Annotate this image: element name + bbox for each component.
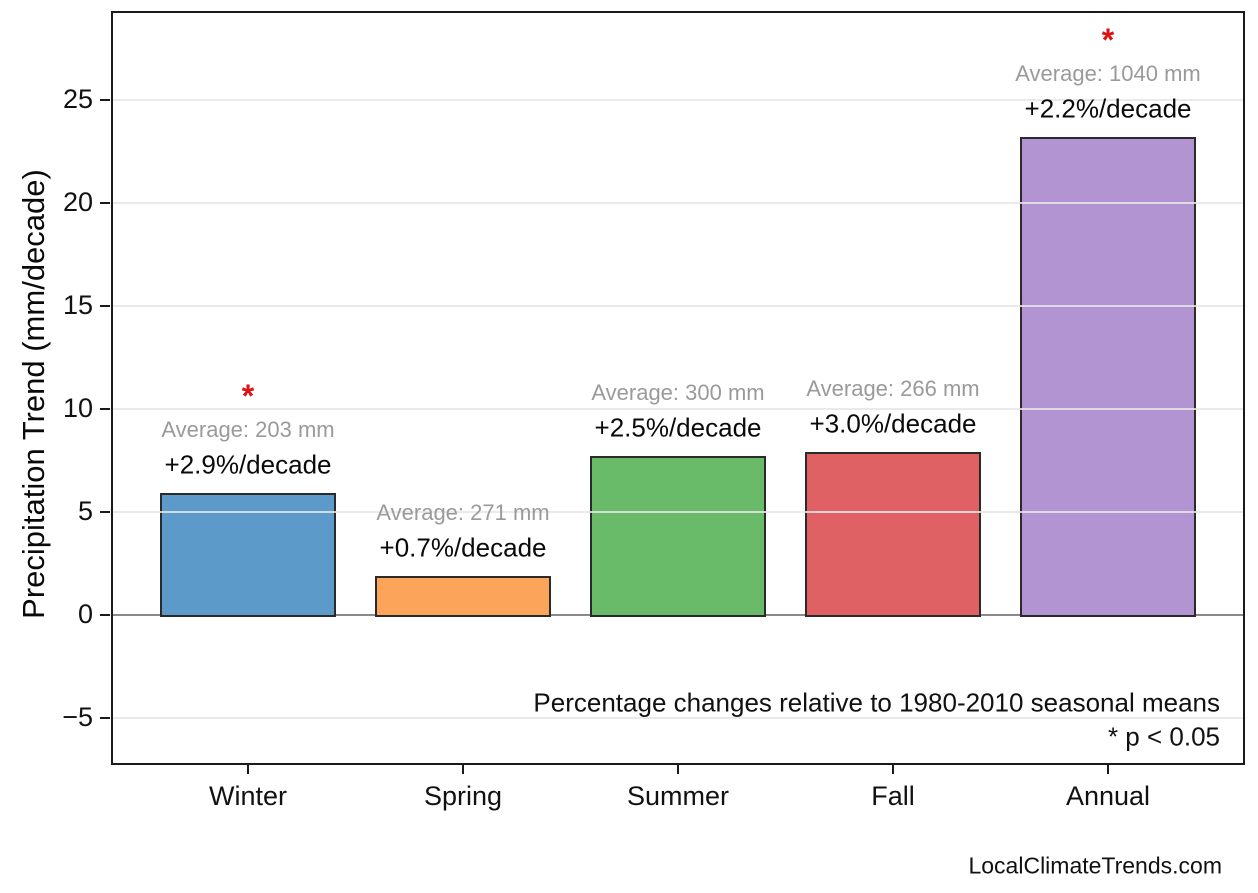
percentage-note: Percentage changes relative to 1980-2010… (533, 687, 1220, 718)
bar-trend-label: +2.9%/decade (164, 449, 332, 480)
gridline (113, 304, 1243, 307)
bar-average-label: Average: 1040 mm (1015, 60, 1201, 86)
gridline (113, 201, 1243, 204)
pvalue-note: * p < 0.05 (1107, 721, 1220, 752)
y-tick-label: 5 (77, 495, 93, 526)
y-tick-mark (100, 407, 110, 410)
x-tick-mark (462, 765, 464, 774)
x-tick-label-spring: Spring (423, 781, 503, 811)
x-tick-mark (892, 765, 894, 774)
gridline (113, 98, 1243, 101)
gridline (113, 716, 1243, 719)
y-tick-mark (100, 98, 110, 101)
bar-average-label: Average: 271 mm (376, 499, 550, 525)
y-tick-mark (100, 304, 110, 307)
y-tick-label: 10 (62, 392, 93, 423)
bar-trend-label: +2.2%/decade (1024, 93, 1192, 124)
x-tick-mark (1107, 765, 1109, 774)
bar-fall (805, 451, 981, 617)
x-tick-label-annual: Annual (1065, 781, 1151, 811)
bar-trend-label: +2.5%/decade (594, 412, 762, 443)
bar-trend-label: +3.0%/decade (809, 408, 977, 439)
gridline (113, 407, 1243, 410)
y-tick-mark (100, 510, 110, 513)
bar-annual (1020, 136, 1196, 617)
significance-asterisk: * (241, 378, 255, 415)
y-tick-label: 20 (62, 186, 93, 217)
plot-area: Percentage changes relative to 1980-2010… (62, 11, 1245, 811)
bar-average-label: Average: 300 mm (591, 379, 765, 405)
y-tick-label: 25 (62, 83, 93, 114)
x-tick-mark (677, 765, 679, 774)
watermark: LocalClimateTrends.com (968, 852, 1222, 879)
significance-asterisk: * (1101, 21, 1115, 58)
bar-trend-label: +0.7%/decade (379, 532, 547, 562)
bar-average-label: Average: 266 mm (806, 375, 980, 401)
gridline (113, 510, 1243, 513)
x-tick-label-fall: Fall (871, 781, 915, 811)
x-tick-label-winter: Winter (208, 781, 288, 811)
y-tick-label: −5 (62, 701, 93, 732)
y-tick-label: 15 (62, 289, 93, 320)
y-tick-mark (100, 613, 110, 616)
y-tick-mark (100, 716, 110, 719)
y-tick-label: 0 (77, 598, 93, 629)
x-tick-label-summer: Summer (626, 781, 730, 811)
y-tick-mark (100, 201, 110, 204)
bar-average-label: Average: 203 mm (161, 417, 335, 443)
bar-summer (590, 455, 766, 617)
bar-winter (160, 493, 336, 617)
x-tick-mark (247, 765, 249, 774)
bar-spring (375, 575, 551, 617)
